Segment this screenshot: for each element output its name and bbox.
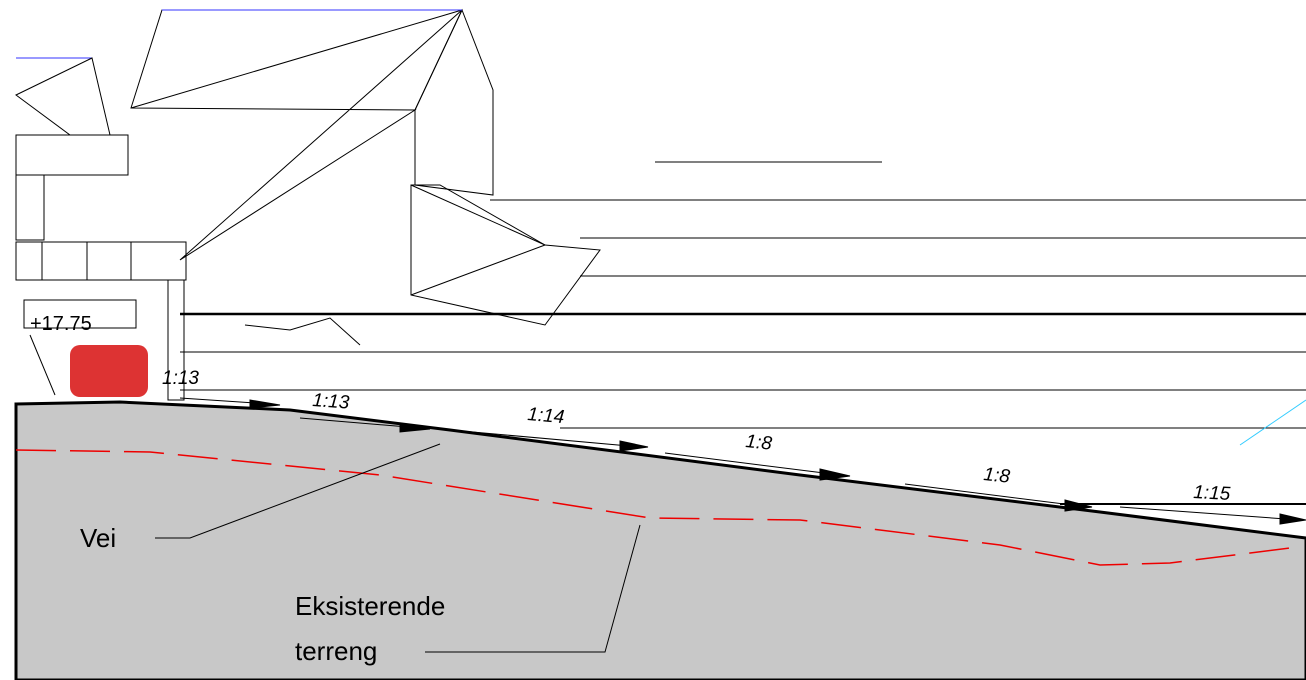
terrain	[14, 400, 1306, 680]
slope: 1:13	[312, 390, 351, 414]
slope: 1:15	[1193, 482, 1231, 505]
slope: 1:13	[162, 368, 199, 389]
slope: 1:8	[744, 431, 773, 455]
terrain-label: Eksisterende	[295, 591, 445, 621]
road-label: Vei	[80, 523, 116, 553]
existing-terrain	[15, 449, 1291, 566]
elevation: +17.75	[30, 313, 92, 335]
background-lines	[15, 8, 1306, 505]
car	[70, 345, 148, 397]
terrain-label: terreng	[295, 636, 377, 666]
slope: 1:14	[527, 404, 566, 428]
slope: 1:8	[982, 464, 1011, 488]
leaders	[29, 334, 641, 653]
slope-arrows	[179, 397, 1306, 525]
